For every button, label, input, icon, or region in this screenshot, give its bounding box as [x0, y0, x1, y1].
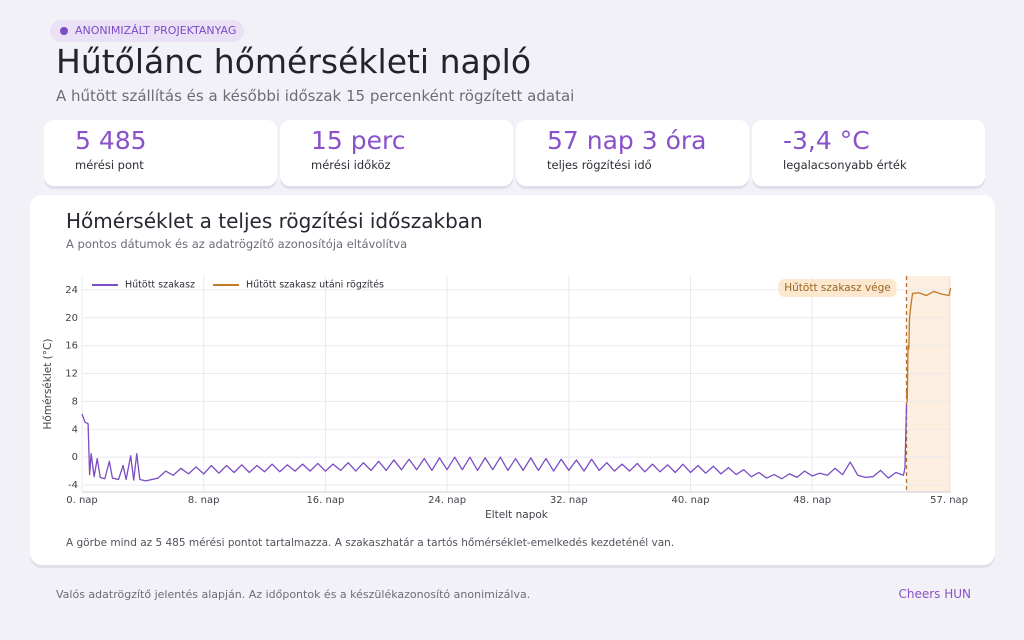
boundary-annotation: Hűtött szakasz vége — [778, 279, 897, 297]
post-boundary-shade — [906, 276, 951, 492]
kpi-card: 57 nap 3 óra teljes rögzítési idő — [516, 120, 749, 186]
y-tick-label: 0 — [72, 452, 78, 463]
chart-title: Hőmérséklet a teljes rögzítési időszakba… — [66, 209, 483, 233]
page-subtitle: A hűtött szállítás és a későbbi időszak … — [56, 87, 575, 105]
kpi-value: 5 485 — [75, 126, 147, 155]
legend-label: Hűtött szakasz — [125, 280, 195, 291]
annotation-text: Hűtött szakasz vége — [784, 282, 891, 294]
y-axis-label: Hőmérséklet (°C) — [42, 339, 54, 430]
kpi-label: teljes rögzítési idő — [547, 158, 652, 172]
series-line — [905, 287, 952, 403]
x-axis-label: Eltelt napok — [485, 509, 549, 521]
y-tick-label: 20 — [65, 313, 78, 324]
kpi-label: mérési időköz — [311, 158, 391, 172]
kpi-card: 15 perc mérési időköz — [280, 120, 513, 186]
kpi-card: 5 485 mérési pont — [44, 120, 277, 186]
x-tick-label: 8. nap — [188, 495, 220, 506]
legend-label: Hűtött szakasz utáni rögzítés — [246, 280, 384, 291]
kpi-card: -3,4 °C legalacsonyabb érték — [752, 120, 985, 186]
footer-source: Valós adatrögzítő jelentés alapján. Az i… — [56, 588, 531, 601]
badge-text: ANONIMIZÁLT PROJEKTANYAG — [75, 24, 237, 37]
x-tick-label: 48. nap — [793, 495, 831, 506]
y-tick-label: 24 — [65, 285, 78, 296]
x-tick-label: 24. nap — [428, 495, 466, 506]
y-tick-label: -4 — [68, 480, 78, 491]
kpi-value: 57 nap 3 óra — [547, 126, 707, 155]
kpi-label: mérési pont — [75, 158, 144, 172]
chart-subtitle: A pontos dátumok és az adatrögzítő azono… — [66, 237, 408, 251]
kpi-value: 15 perc — [311, 126, 406, 155]
annotation-box — [778, 279, 897, 297]
x-tick-label: 40. nap — [672, 495, 710, 506]
badge-dot — [60, 27, 68, 35]
badge: ANONIMIZÁLT PROJEKTANYAG — [50, 20, 245, 42]
page-title: Hűtőlánc hőmérsékleti napló — [56, 42, 532, 81]
x-tick-label: 32. nap — [550, 495, 588, 506]
kpi-value: -3,4 °C — [783, 126, 870, 155]
chart-panel — [30, 195, 995, 565]
x-tick-label: 0. nap — [66, 495, 98, 506]
y-tick-label: 12 — [65, 369, 78, 380]
y-tick-label: 8 — [72, 396, 78, 407]
kpi-label: legalacsonyabb érték — [783, 158, 907, 172]
series-line — [81, 404, 908, 482]
x-tick-label: 57. nap — [930, 495, 968, 506]
y-tick-label: 16 — [65, 341, 78, 352]
y-tick-label: 4 — [72, 424, 78, 435]
chart-footnote: A görbe mind az 5 485 mérési pontot tart… — [66, 537, 675, 549]
footer-brand: Cheers HUN — [898, 587, 971, 601]
x-tick-label: 16. nap — [306, 495, 344, 506]
